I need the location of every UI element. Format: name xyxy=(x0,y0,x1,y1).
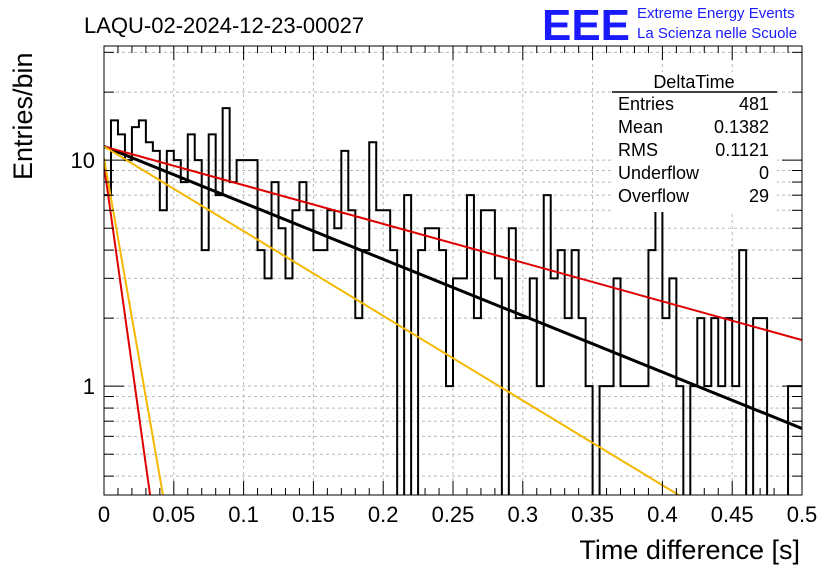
fit-curve-2 xyxy=(104,145,802,342)
run-title: LAQU-02-2024-12-23-00027 xyxy=(84,13,364,38)
x-tick-label: 0.4 xyxy=(647,502,678,527)
x-tick-label: 0.1 xyxy=(228,502,259,527)
logo-line-2: La Scienza nelle Scuole xyxy=(637,25,797,42)
x-tick-label: 0.25 xyxy=(432,502,475,527)
stats-value: 0.1382 xyxy=(714,117,769,137)
axis-ticks xyxy=(103,46,803,495)
fit-curve-1 xyxy=(104,145,802,430)
x-tick-label: 0.3 xyxy=(508,502,539,527)
histogram xyxy=(104,107,802,495)
x-tick-label: 0.15 xyxy=(292,502,335,527)
x-tick-label: 0 xyxy=(98,502,110,527)
stats-box: DeltaTime Entries 481 Mean 0.1382 RMS 0.1121 U… xyxy=(612,72,777,212)
tick-labels: 0 0.05 0.1 0.15 0.2 0.25 0.3 0.35 0.4 0.45 0.5 1 10 xyxy=(71,148,818,527)
y-axis-title: Entries/bin xyxy=(8,52,38,180)
y-tick-label: 1 xyxy=(83,374,95,399)
stats-value: 0.1121 xyxy=(715,140,769,160)
x-tick-label: 0.5 xyxy=(787,502,818,527)
stats-value: 29 xyxy=(749,186,769,206)
logo-letters: EEE xyxy=(542,1,630,50)
stats-rows: Entries 481 Mean 0.1382 RMS 0.1121 Underflow 0 O… xyxy=(618,94,769,206)
x-tick-label: 0.05 xyxy=(152,502,195,527)
x-tick-label: 0.2 xyxy=(368,502,399,527)
stats-value: 0 xyxy=(759,163,769,183)
x-axis-title: Time difference [s] xyxy=(579,535,800,565)
stats-value: 481 xyxy=(739,94,769,114)
stats-label: Overflow xyxy=(618,186,690,206)
fit-curve-3 xyxy=(104,145,681,495)
histogram-outline xyxy=(104,107,802,495)
fit-curve-5 xyxy=(104,158,164,495)
stats-label: Mean xyxy=(618,117,663,137)
eee-logo: EEE Extreme Energy Events La Scienza nel… xyxy=(542,1,797,50)
stats-label: RMS xyxy=(618,140,658,160)
stats-label: Entries xyxy=(618,94,674,114)
logo-line-1: Extreme Energy Events xyxy=(637,5,795,22)
stats-title: DeltaTime xyxy=(653,72,734,92)
fit-curve-4 xyxy=(104,165,152,495)
stats-label: Underflow xyxy=(618,163,700,183)
fit-curves xyxy=(104,145,802,495)
x-tick-label: 0.35 xyxy=(571,502,614,527)
x-tick-label: 0.45 xyxy=(711,502,754,527)
stats-box-background xyxy=(612,72,777,212)
y-tick-label: 10 xyxy=(71,148,95,173)
